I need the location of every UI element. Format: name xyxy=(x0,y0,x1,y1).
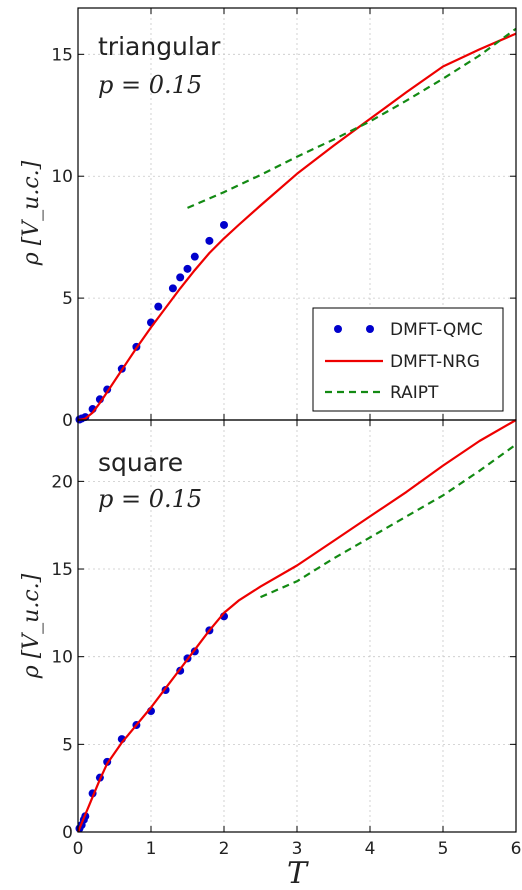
y-tick-label: 10 xyxy=(51,648,73,668)
tick-layer: 0 1 2 3 4 5 6 0 5 10 15 20 xyxy=(51,420,521,859)
panel-triangular: 0 5 10 15 triangular p = 0.15 ρ [V_u.c.] DM… xyxy=(19,7,517,431)
panel-parameter: p = 0.15 xyxy=(98,485,202,513)
line-raipt xyxy=(187,27,517,209)
legend-box xyxy=(312,307,504,412)
tick-layer: 0 5 10 15 xyxy=(51,8,517,431)
panel-title: square xyxy=(98,448,183,477)
series-layer xyxy=(75,27,517,424)
legend-label-nrg: DMFT-NRG xyxy=(390,352,480,372)
y-tick-label: 5 xyxy=(62,735,73,755)
y-tick-label: 5 xyxy=(62,289,73,309)
x-axis-label: T xyxy=(287,856,309,890)
x-tick-label: 1 xyxy=(146,839,157,859)
x-tick-label: 2 xyxy=(219,839,230,859)
legend: DMFT-QMC DMFT-NRG RAIPT xyxy=(312,307,504,412)
series-layer xyxy=(75,419,517,833)
y-tick-label: 20 xyxy=(51,472,73,492)
legend-qmc-marker-2 xyxy=(366,325,374,333)
point-dmft-qmc xyxy=(190,252,199,261)
x-tick-label: 6 xyxy=(511,839,522,859)
point-dmft-qmc xyxy=(183,264,192,273)
point-dmft-qmc xyxy=(205,236,214,245)
y-tick-label: 10 xyxy=(51,167,73,187)
legend-label-qmc: DMFT-QMC xyxy=(390,320,483,340)
grid-lines xyxy=(78,8,516,420)
line-raipt xyxy=(260,443,517,599)
y-tick-label: 0 xyxy=(62,411,73,431)
x-tick-label: 3 xyxy=(292,839,303,859)
grid-lines xyxy=(78,420,516,832)
panel-square: 0 1 2 3 4 5 6 0 5 10 15 20 square p = 0.15 ρ [V_u.c… xyxy=(19,419,521,890)
line-dmft-nrg xyxy=(77,32,517,422)
x-tick-label: 0 xyxy=(73,839,84,859)
legend-qmc-marker-1 xyxy=(334,325,342,333)
legend-label-raipt: RAIPT xyxy=(390,383,439,403)
panel-parameter: p = 0.15 xyxy=(98,71,202,99)
x-tick-label: 5 xyxy=(438,839,449,859)
panel-title: triangular xyxy=(98,32,221,61)
point-dmft-qmc xyxy=(176,273,185,282)
y-tick-label: 15 xyxy=(51,45,73,65)
y-axis-label: ρ [V_u.c.] xyxy=(19,160,44,266)
line-dmft-nrg xyxy=(76,419,517,833)
y-tick-label: 0 xyxy=(62,823,73,843)
point-dmft-qmc xyxy=(220,220,228,229)
point-dmft-qmc xyxy=(154,302,163,311)
x-tick-label: 4 xyxy=(365,839,376,859)
y-tick-label: 15 xyxy=(51,560,73,580)
point-dmft-qmc xyxy=(168,284,177,293)
y-axis-label: ρ [V_u.c.] xyxy=(19,573,44,679)
